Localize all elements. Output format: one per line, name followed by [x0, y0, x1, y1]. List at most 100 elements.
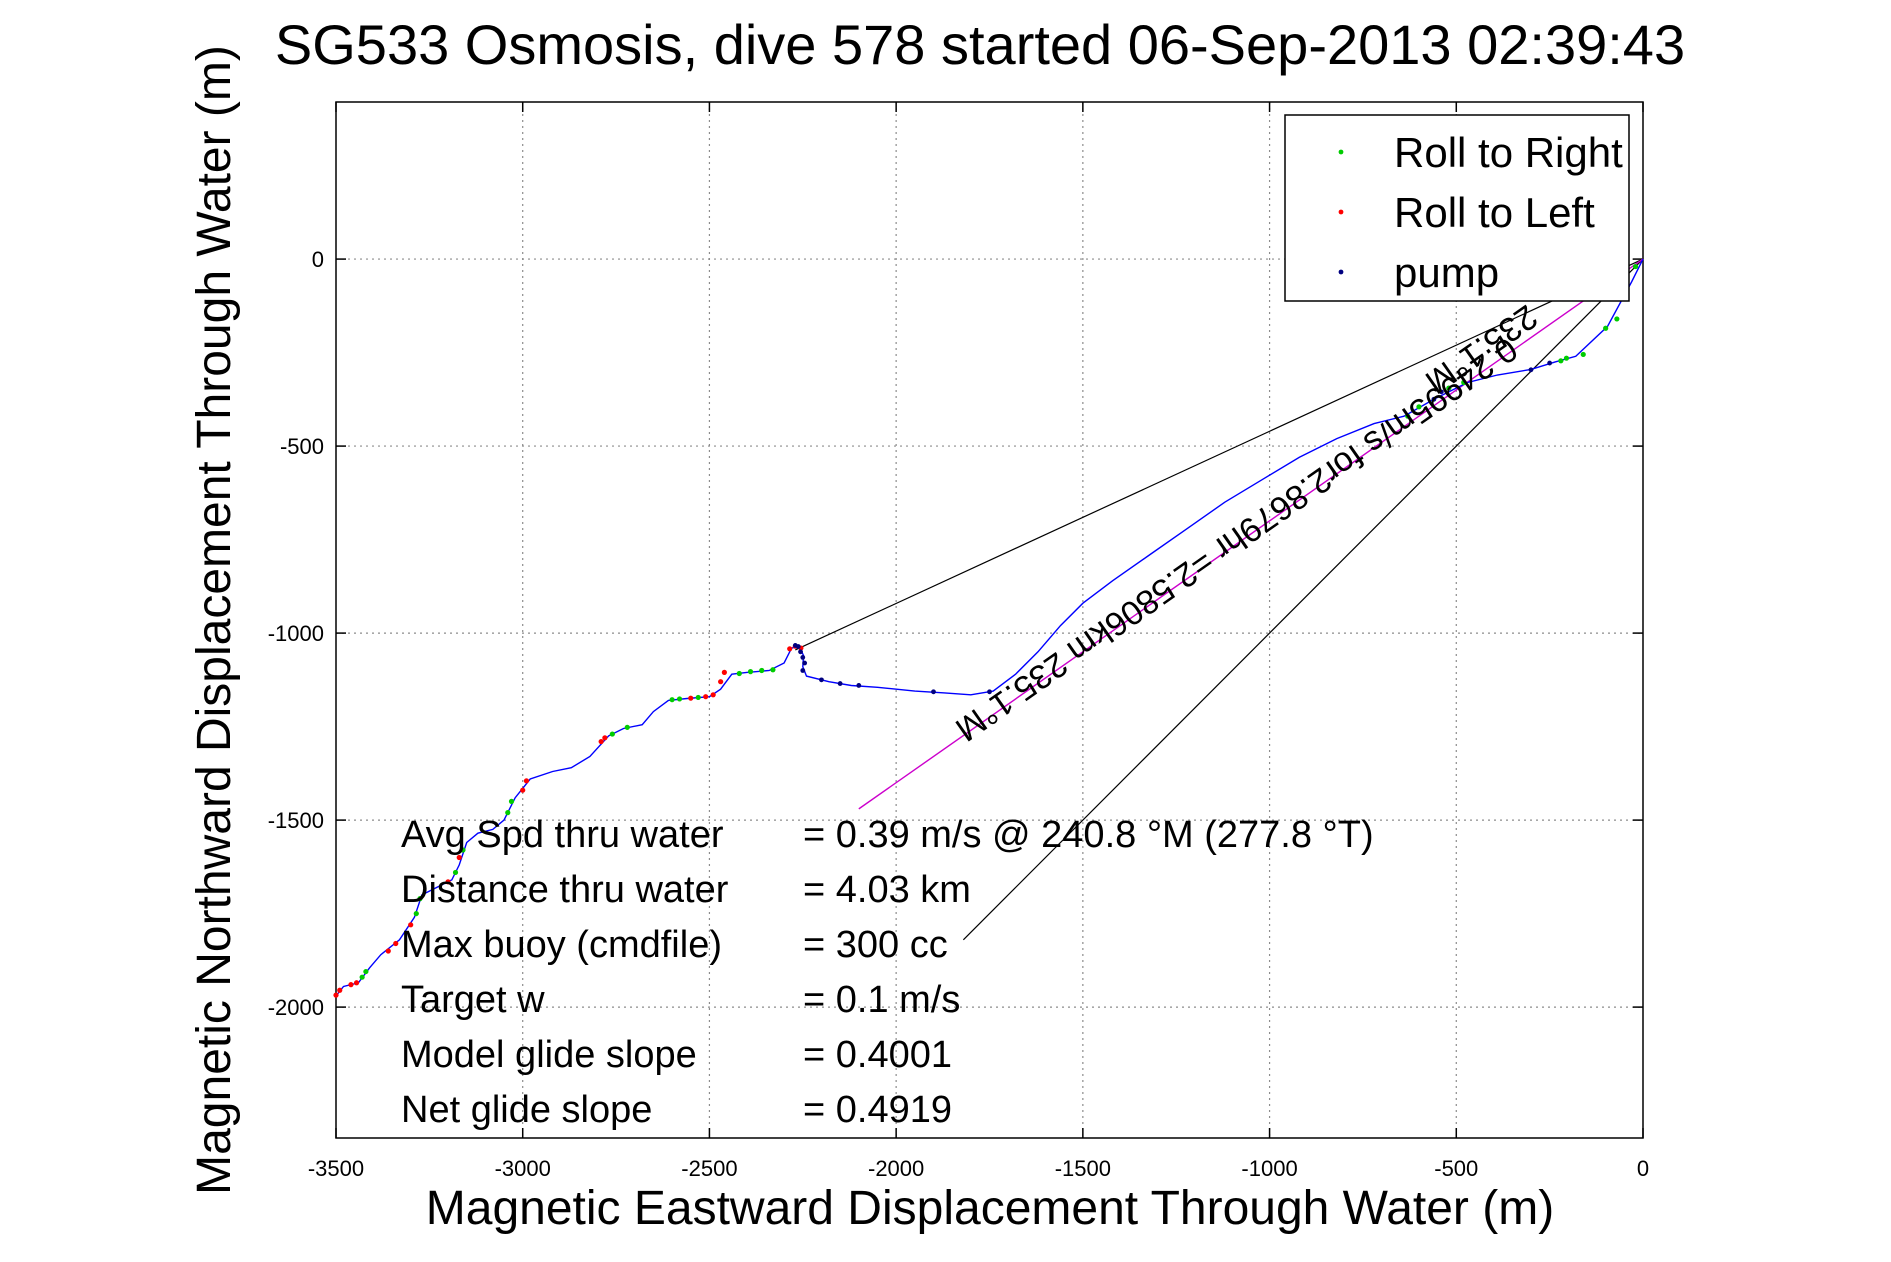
roll-right-point [609, 731, 615, 737]
roll-right-point [413, 910, 419, 917]
chart-labels: SG533 Osmosis, dive 578 started 06-Sep-2… [188, 13, 1685, 1235]
cone-line [795, 258, 1644, 651]
roll-left-point [721, 669, 727, 675]
roll-right-point [363, 968, 369, 975]
roll-left-point [445, 879, 451, 885]
x-tick-label: -1500 [1055, 1156, 1111, 1181]
current-vector [858, 258, 1644, 810]
roll-right-point [695, 694, 701, 701]
stats-label: Distance thru water [401, 869, 729, 911]
legend-marker [1338, 209, 1344, 215]
stats-label: Max buoy (cmdfile) [401, 924, 722, 966]
roll-left-point [408, 922, 414, 928]
pump-point [1528, 367, 1534, 373]
axes: -3500 -3000 -2500 -2000 -1500 -1000 -500 0 0 -500… [268, 101, 1649, 1181]
y-tick-label: -1000 [268, 621, 324, 646]
roll-right-point [770, 667, 776, 673]
legend-marker [1338, 149, 1344, 155]
stats-label: Model glide slope [401, 1034, 697, 1076]
roll-left-point [718, 679, 724, 685]
roll-left-point [456, 854, 462, 861]
pump-point [837, 681, 843, 686]
y-tick-label: 0 [312, 247, 324, 272]
roll-right-point [736, 670, 742, 677]
legend-label: pump [1394, 249, 1499, 296]
roll-right-point [460, 847, 466, 853]
x-tick-label: -1000 [1241, 1156, 1297, 1181]
stats-label: Net glide slope [401, 1089, 652, 1131]
roll-right-point [508, 798, 515, 804]
x-tick-label: 0 [1637, 1156, 1649, 1181]
roll-right-point [1614, 316, 1620, 322]
roll-and-pump-points [333, 263, 1639, 998]
y-axis-label: Magnetic Northward Displacement Through … [188, 45, 241, 1195]
pump-point [931, 689, 936, 695]
pump-point [800, 655, 806, 660]
pump-point [819, 677, 824, 683]
x-tick-label: -2000 [868, 1156, 924, 1181]
roll-left-point [333, 992, 339, 998]
roll-left-point [688, 695, 694, 701]
roll-left-point [602, 735, 608, 741]
roll-right-point [624, 724, 630, 730]
roll-right-point [669, 697, 675, 703]
stats-value: = 4.03 km [803, 869, 971, 911]
y-tick-label: -2000 [268, 995, 324, 1020]
roll-left-point [337, 987, 343, 993]
roll-right-point [1446, 385, 1452, 391]
pump-point [856, 683, 862, 688]
roll-left-point [353, 980, 360, 986]
pump-point [802, 660, 808, 666]
dive-stats: Avg Spd thru water = 0.39 m/s @ 240.8 °M … [401, 814, 1374, 1131]
y-tick-label: -1500 [268, 808, 324, 833]
x-axis-label: Magnetic Eastward Displacement Through W… [426, 1182, 1554, 1235]
pump-point [800, 668, 806, 673]
stats-value: = 0.1 m/s [803, 979, 960, 1021]
roll-right-point [747, 669, 754, 675]
pump-point [987, 689, 992, 695]
x-tick-label: -3000 [495, 1156, 551, 1181]
roll-right-point [1563, 355, 1570, 361]
plot-frame [335, 101, 1644, 1139]
roll-right-point [452, 869, 459, 876]
current-cone-lines [795, 258, 1644, 941]
roll-left-point [385, 948, 391, 954]
legend-box [1284, 114, 1630, 302]
stats-value: = 0.4919 [803, 1089, 952, 1131]
cone-line [962, 258, 1644, 941]
roll-right-point [1632, 263, 1639, 270]
roll-left-point [703, 694, 709, 700]
legend-marker [1338, 269, 1344, 275]
y-tick-label: -500 [280, 434, 324, 459]
roll-right-point [1603, 325, 1609, 331]
roll-right-point [1461, 379, 1467, 386]
stats-value: = 300 cc [803, 924, 948, 966]
roll-left-point [520, 787, 526, 793]
roll-left-point [348, 982, 354, 988]
roll-right-point [676, 696, 683, 702]
roll-left-point [393, 940, 399, 947]
x-tick-label: -500 [1434, 1156, 1478, 1181]
stats-value: = 0.4001 [803, 1034, 952, 1076]
stats-label: Avg Spd thru water [401, 814, 724, 856]
x-tick-label: -3500 [308, 1156, 364, 1181]
roll-right-point [759, 667, 765, 674]
roll-right-point [505, 810, 511, 816]
grid [336, 102, 1643, 1138]
roll-left-point [523, 778, 530, 784]
legend: Roll to Right Roll to Left pump [1284, 114, 1630, 302]
stats-label: Target w [401, 979, 545, 1021]
roll-right-point [417, 896, 423, 902]
x-tick-label: -2500 [681, 1156, 737, 1181]
roll-left-point [787, 646, 793, 652]
pump-point [1547, 360, 1553, 366]
chart-title: SG533 Osmosis, dive 578 started 06-Sep-2… [275, 13, 1685, 76]
legend-label: Roll to Left [1394, 189, 1595, 236]
roll-right-point [1416, 404, 1422, 410]
pump-point [1438, 389, 1444, 395]
roll-right-point [359, 974, 365, 980]
pump-point [792, 643, 798, 648]
roll-right-point [1580, 351, 1586, 358]
roll-right-point [1558, 358, 1564, 364]
